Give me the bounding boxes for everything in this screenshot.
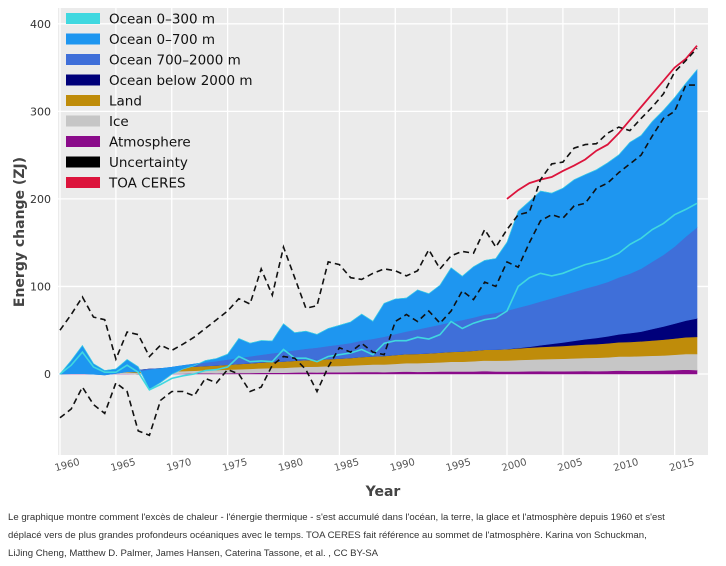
- y-tick-label: 400: [30, 18, 51, 31]
- legend-label: Land: [109, 94, 142, 110]
- legend-swatch: [66, 54, 100, 65]
- toa-ceres-line: [506, 45, 698, 200]
- caption-line-2: déplacé vers de plus grandes profondeurs…: [8, 530, 647, 541]
- legend-swatch: [66, 74, 100, 86]
- x-axis-title: Year: [365, 484, 401, 500]
- x-tick-label: 1960: [54, 457, 81, 474]
- legend-item: Ocean below 2000 m: [66, 73, 253, 89]
- stacked-areas: [59, 68, 698, 390]
- x-tick-label: 2000: [501, 457, 528, 474]
- y-axis-ticks: 0 100 200 300 400: [30, 18, 51, 381]
- legend-label: TOA CERES: [108, 176, 186, 192]
- legend-label: Ocean 0–700 m: [109, 32, 215, 48]
- legend-label: Ocean 700–2000 m: [109, 53, 241, 69]
- legend-item: Land: [66, 94, 142, 110]
- energy-change-chart: 1960 1965 1970 1975 1980 1985 1990 1995 2000 2005…: [12, 8, 708, 500]
- legend-label: Ice: [109, 114, 129, 130]
- caption-line-1: Le graphique montre comment l'excès de c…: [8, 512, 665, 523]
- ocean-0-300-line: [59, 202, 698, 391]
- legend-label: Atmosphere: [109, 135, 191, 151]
- legend-swatch: [66, 33, 100, 45]
- legend-label: Ocean 0–300 m: [109, 12, 215, 28]
- x-tick-label: 2015: [668, 457, 695, 474]
- series-lines: [59, 45, 698, 437]
- y-tick-label: 0: [44, 368, 51, 381]
- x-tick-label: 1970: [165, 457, 192, 474]
- legend-swatch: [66, 177, 100, 188]
- legend: Ocean 0–300 m Ocean 0–700 m Ocean 700–2000…: [66, 12, 253, 192]
- x-tick-label: 1995: [445, 457, 472, 474]
- area-ocean-0-300-m: [59, 69, 698, 390]
- legend-item: Ocean 700–2000 m: [66, 53, 241, 69]
- x-tick-label: 2005: [557, 457, 584, 474]
- x-tick-label: 1980: [277, 457, 304, 474]
- legend-item: Ice: [66, 114, 129, 130]
- legend-item: TOA CERES: [66, 176, 186, 192]
- x-tick-label: 2010: [612, 457, 639, 474]
- y-axis-title: Energy change (ZJ): [12, 157, 28, 307]
- caption-line-3: LiJing Cheng, Matthew D. Palmer, James H…: [8, 548, 379, 559]
- legend-item: Atmosphere: [66, 135, 191, 151]
- legend-swatch: [66, 136, 100, 147]
- legend-swatch: [66, 13, 100, 24]
- y-tick-label: 300: [30, 105, 51, 118]
- x-axis-ticks: 1960 1965 1970 1975 1980 1985 1990 1995 2000 2005…: [54, 457, 696, 474]
- legend-swatch: [66, 95, 100, 106]
- legend-label: Uncertainty: [109, 155, 188, 171]
- legend-swatch: [66, 115, 100, 127]
- legend-swatch: [66, 156, 100, 168]
- x-tick-label: 1985: [333, 457, 360, 474]
- y-tick-label: 200: [30, 193, 51, 206]
- figure-caption: Le graphique montre comment l'excès de c…: [8, 509, 720, 563]
- x-tick-label: 1990: [389, 457, 416, 474]
- legend-item: Ocean 0–700 m: [66, 32, 215, 48]
- x-tick-label: 1965: [110, 457, 137, 474]
- y-tick-label: 100: [30, 280, 51, 293]
- legend-label: Ocean below 2000 m: [109, 73, 253, 89]
- uncertainty-upper-line: [59, 47, 698, 362]
- legend-item: Uncertainty: [66, 155, 188, 171]
- legend-item: Ocean 0–300 m: [66, 12, 215, 28]
- x-tick-label: 1975: [221, 457, 248, 474]
